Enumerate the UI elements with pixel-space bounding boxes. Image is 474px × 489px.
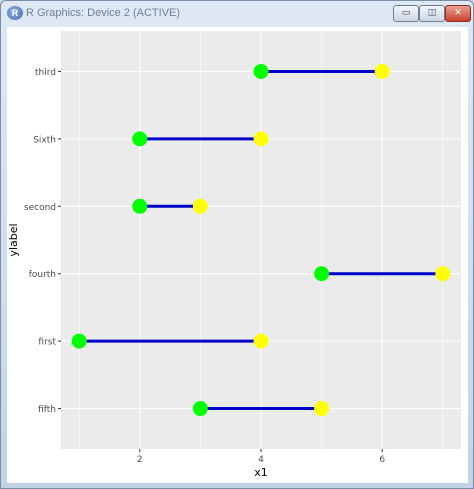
end-point-fourth (435, 266, 451, 282)
x-tick-label: 6 (379, 455, 385, 465)
y-tick-label: Sixth (33, 135, 56, 145)
x-tick-label: 2 (137, 455, 143, 465)
x-axis-title: x1 (254, 466, 268, 479)
y-tick-label: third (35, 68, 56, 78)
y-tick-label: first (38, 338, 56, 348)
start-point-third (253, 63, 269, 79)
end-point-fifth (314, 401, 330, 417)
x-tick-label: 4 (258, 455, 264, 465)
end-point-second (192, 198, 208, 214)
y-tick-label: fourth (29, 270, 56, 280)
r-logo-icon: R (7, 6, 23, 20)
start-point-first (71, 333, 87, 349)
y-axis-title: ylabel (7, 223, 20, 256)
end-point-Sixth (253, 131, 269, 147)
dumbbell-points (71, 63, 451, 417)
minimize-button[interactable]: ▭ (393, 5, 419, 22)
x-tick-labels: 2 4 6 (137, 449, 385, 465)
maximize-icon: ◫ (427, 8, 437, 18)
y-tick-label: second (24, 203, 56, 213)
start-point-fourth (314, 266, 330, 282)
maximize-button[interactable]: ◫ (419, 5, 445, 22)
start-point-second (132, 198, 148, 214)
close-icon: ✕ (454, 8, 462, 18)
window-title: R Graphics: Device 2 (ACTIVE) (26, 7, 181, 19)
close-button[interactable]: ✕ (445, 5, 471, 22)
title-bar[interactable]: R R Graphics: Device 2 (ACTIVE) ▭ ◫ ✕ (1, 1, 473, 27)
end-point-first (253, 333, 269, 349)
dumbbell-segments (79, 69, 443, 411)
y-tick-labels: fifth first fourth second Sixth third (24, 68, 61, 415)
start-point-Sixth (132, 131, 148, 147)
y-tick-label: fifth (38, 405, 56, 415)
end-point-third (374, 63, 390, 79)
start-point-fifth (192, 401, 208, 417)
minimize-icon: ▭ (401, 8, 411, 18)
